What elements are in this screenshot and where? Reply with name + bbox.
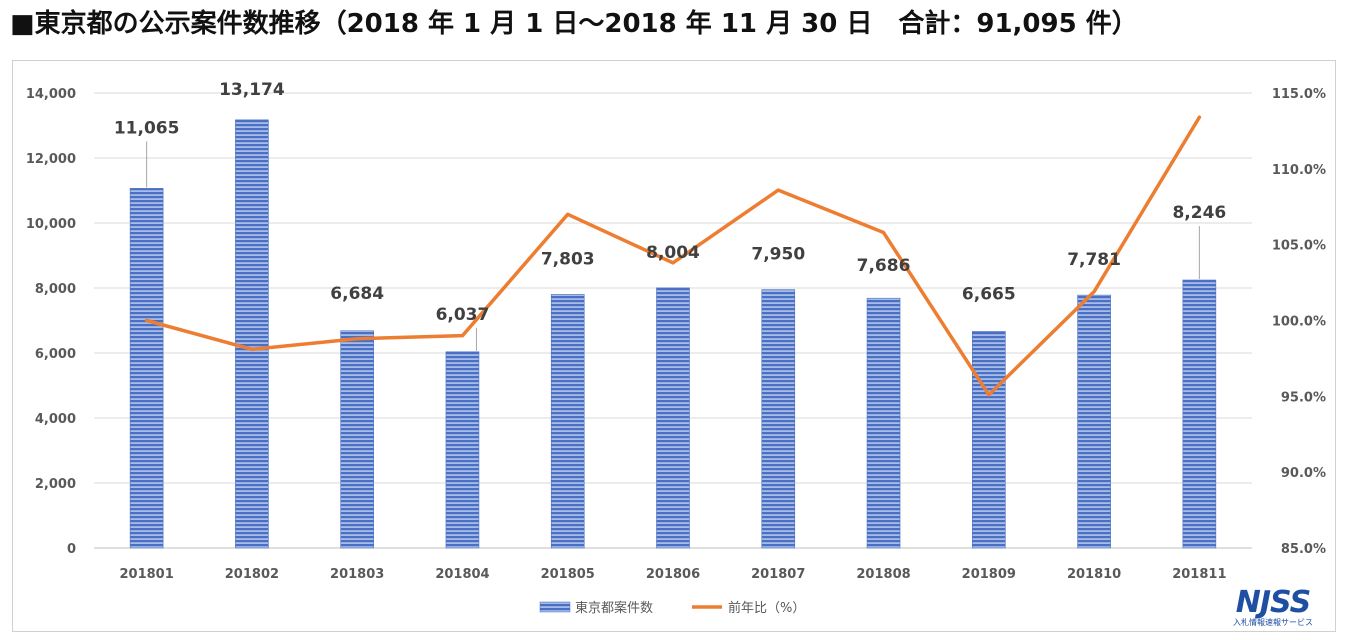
njss-logo: NJSS 入札情報速報サービス [1218,588,1328,632]
category-label: 201801 [119,567,173,582]
left-axis-tick-label: 0 [67,542,76,557]
category-label: 201810 [1067,567,1121,582]
right-axis-tick-label: 100.0% [1272,315,1326,330]
category-label: 201811 [1172,567,1226,582]
left-axis-tick-label: 4,000 [35,412,76,427]
legend: 東京都案件数 前年比（%） [539,600,805,616]
data-labels: 11,065 13,174 6,684 6,037 7,803 8,004 7,950 7,6… [114,80,1226,325]
left-axis-tick-label: 12,000 [26,152,76,167]
right-axis: 85.0% 90.0% 95.0% 100.0% 105.0% 110.0% 115.0% [1272,87,1326,557]
category-label: 201806 [646,567,700,582]
bar-value-label: 7,686 [857,256,911,276]
bar [550,294,585,549]
left-axis: 0 2,000 4,000 6,000 8,000 10,000 12,000 14,000 [26,87,76,557]
left-axis-tick-label: 2,000 [35,477,76,492]
left-axis-tick-label: 8,000 [35,282,76,297]
category-label: 201809 [962,567,1016,582]
logo-subtitle: 入札情報速報サービス [1233,618,1313,627]
bar [340,330,374,549]
line-point [776,188,780,192]
right-axis-tick-label: 105.0% [1272,239,1326,254]
legend-label-bar: 東京都案件数 [575,600,653,616]
line-point [145,319,149,322]
category-label: 201808 [856,567,910,582]
label-leader-lines [146,141,1200,351]
line-point [355,337,359,341]
category-label: 201802 [225,567,279,582]
bar-value-label: 6,037 [436,305,490,325]
line-point [882,231,886,235]
category-label: 201803 [330,567,384,582]
left-axis-tick-label: 14,000 [26,87,76,102]
bar [656,287,690,549]
bar-value-label: 7,803 [541,249,595,269]
line-point [987,393,991,397]
left-axis-tick-label: 10,000 [26,217,76,232]
bar [1182,279,1217,549]
bar [235,119,269,549]
bar-value-label: 6,665 [962,284,1016,304]
line-point [671,261,675,265]
bar [445,351,480,549]
line-series [144,115,1202,397]
right-axis-tick-label: 115.0% [1272,87,1326,102]
line-point [250,347,254,351]
right-axis-tick-label: 85.0% [1281,542,1326,557]
line-point [460,334,464,338]
right-axis-tick-label: 95.0% [1281,390,1326,405]
bar-series [129,119,1217,549]
bar-value-label: 8,004 [646,243,700,263]
bar [761,289,796,549]
bar-value-label: 8,246 [1172,203,1226,223]
line-point [1092,290,1096,294]
bar [866,297,901,549]
x-axis: 201801 201802 201803 201804 201805 201806 2018… [119,567,1226,582]
left-axis-tick-label: 6,000 [35,347,76,362]
legend-label-line: 前年比（%） [728,600,805,616]
right-axis-tick-label: 90.0% [1281,466,1326,481]
bar [1077,294,1111,549]
category-label: 201807 [751,567,805,582]
category-label: 201804 [435,567,489,582]
legend-swatch-bar [539,601,571,613]
right-axis-tick-label: 110.0% [1272,163,1326,178]
bar-value-label: 6,684 [330,284,384,304]
bar-value-label: 11,065 [114,118,180,138]
bar [129,188,164,549]
bar-value-label: 7,950 [751,245,805,265]
category-label: 201805 [541,567,595,582]
bar-value-label: 13,174 [219,80,285,100]
page-title: ■東京都の公示案件数推移（2018 年 1 月 1 日～2018 年 11 月 … [10,9,1138,39]
bar [972,331,1006,549]
logo-mark: NJSS [1235,585,1311,620]
line-point [1197,115,1201,119]
bar-value-label: 7,781 [1067,250,1121,270]
line-point [566,212,570,216]
